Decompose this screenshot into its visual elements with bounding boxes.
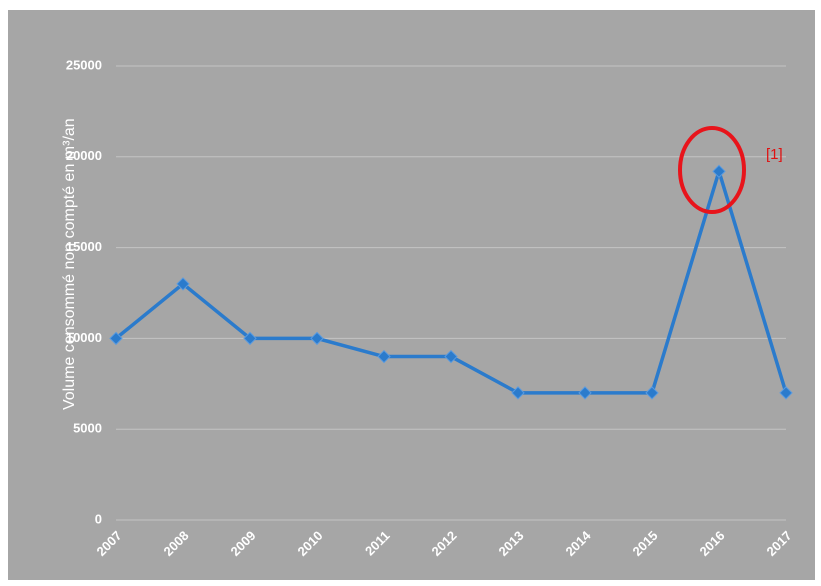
chart-background bbox=[8, 10, 815, 580]
data-point bbox=[310, 331, 324, 346]
data-point bbox=[645, 386, 659, 400]
data-point bbox=[377, 349, 391, 364]
data-point bbox=[243, 331, 257, 346]
data-point bbox=[779, 386, 793, 400]
y-axis-label: Volume consommé non compté en m³/an bbox=[61, 118, 78, 410]
y-tick-label: 10000 bbox=[66, 330, 102, 345]
data-point bbox=[712, 164, 726, 179]
y-tick-label: 20000 bbox=[66, 148, 102, 163]
data-point bbox=[511, 386, 525, 400]
y-tick-label: 15000 bbox=[66, 239, 102, 254]
data-point bbox=[578, 386, 592, 400]
data-point bbox=[109, 331, 123, 346]
data-point bbox=[176, 277, 190, 291]
annotation: [1] bbox=[766, 146, 783, 163]
data-point bbox=[444, 349, 458, 364]
highlight-ellipse bbox=[678, 126, 746, 214]
y-tick-label: 5000 bbox=[73, 421, 102, 436]
y-tick-label: 25000 bbox=[66, 57, 102, 72]
y-tick-label: 0 bbox=[95, 511, 102, 526]
